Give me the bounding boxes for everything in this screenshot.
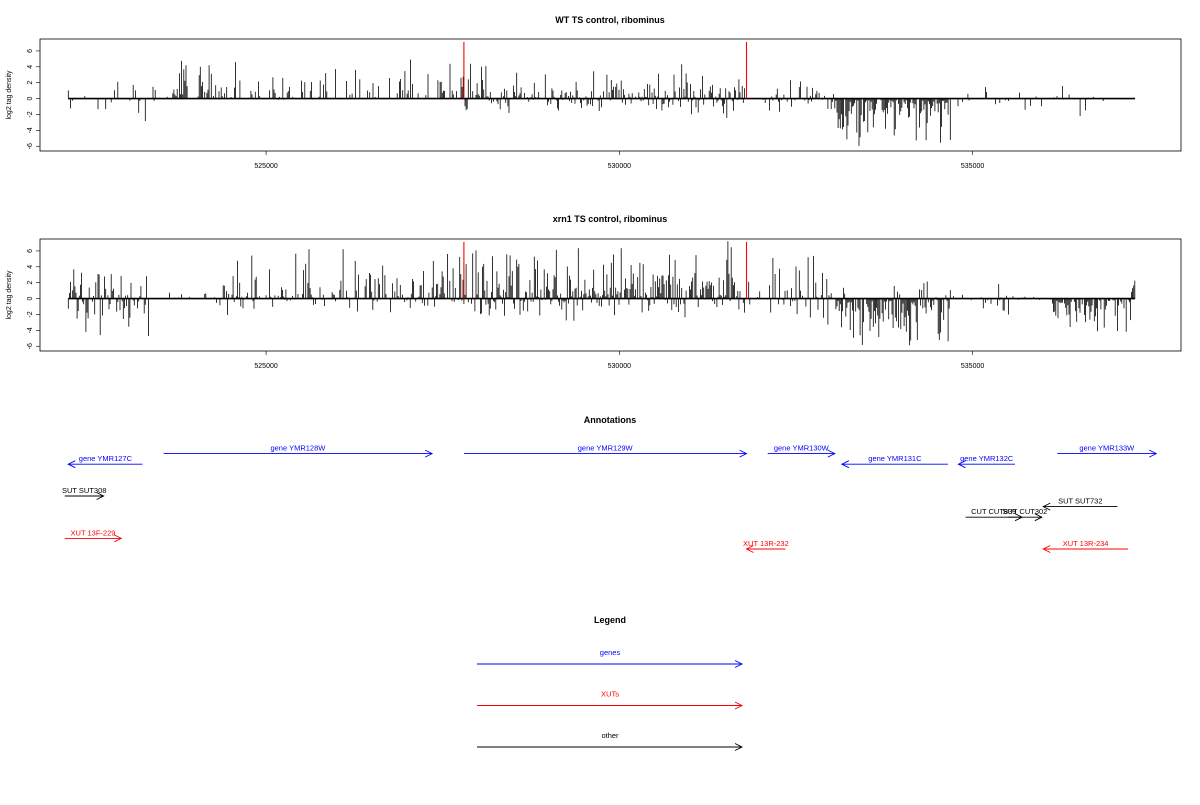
x-tick-label: 525000: [254, 363, 277, 370]
feature-label: gene YMR130W: [774, 444, 830, 453]
plot-frame: [39, 238, 1182, 352]
annotation-feature: gene YMR128W: [163, 444, 434, 458]
feature-label: gene YMR129W: [578, 444, 634, 453]
y-tick-label: -6: [27, 343, 34, 349]
y-tick-label: -4: [27, 127, 34, 133]
arrowhead: [96, 492, 105, 500]
legend-item: other: [477, 731, 744, 751]
plot-frame: [39, 38, 1182, 152]
legend-label: other: [601, 731, 619, 740]
plot-title: xrn1 TS control, ribominus: [553, 214, 668, 224]
annotation-feature: gene YMR131C: [840, 454, 948, 469]
y-tick-label: 4: [27, 265, 34, 269]
wt-coverage-plot: WT TS control, ribominus log2 tag densit…: [6, 15, 1182, 170]
y-axis-label: log2 tag density: [6, 70, 13, 120]
arrowhead: [739, 449, 748, 458]
y-tick-label: 0: [27, 297, 34, 301]
y-axis-label: log2 tag density: [6, 270, 13, 320]
coverage-bars: [67, 241, 1136, 346]
arrowhead: [734, 743, 744, 751]
feature-label: SUT SUT308: [62, 486, 106, 495]
y-tick-label: 0: [27, 97, 34, 101]
annotation-feature: XUT 13R-234: [1042, 539, 1129, 553]
x-tick-label: 535000: [961, 163, 984, 170]
annotation-feature: gene YMR132C: [957, 454, 1015, 469]
legend-item: genes: [477, 648, 744, 668]
feature-label: gene YMR133W: [1079, 444, 1135, 453]
legend-label: XUTs: [601, 690, 619, 699]
annotation-feature: SUT CUT302: [1002, 507, 1047, 522]
y-tick-label: -2: [27, 311, 34, 317]
arrowhead: [424, 449, 434, 458]
annotation-feature: XUT 13F-229: [64, 528, 123, 543]
annotations-title: Annotations: [584, 415, 637, 425]
annotation-feature: gene YMR130W: [767, 444, 836, 458]
arrowhead: [734, 660, 744, 668]
y-tick-label: -2: [27, 111, 34, 117]
arrowhead: [827, 449, 836, 458]
y-tick-label: 6: [27, 249, 34, 253]
arrowhead: [1042, 545, 1051, 553]
feature-label: XUT 13R-232: [743, 539, 789, 548]
arrowhead: [1034, 513, 1043, 522]
arrowhead: [957, 460, 966, 469]
y-tick-label: 4: [27, 65, 34, 69]
legend-items: genes XUTs other: [477, 648, 744, 751]
annotation-feature: gene YMR133W: [1057, 444, 1158, 458]
legend-title: Legend: [594, 615, 626, 625]
y-tick-label: -6: [27, 143, 34, 149]
arrowhead: [1149, 449, 1158, 458]
x-tick-label: 525000: [254, 163, 277, 170]
feature-label: gene YMR131C: [868, 454, 922, 463]
arrowhead: [745, 545, 754, 553]
x-tick-label: 530000: [608, 163, 631, 170]
plot-title: WT TS control, ribominus: [555, 15, 665, 25]
feature-label: CUT CUT839: [971, 507, 1016, 516]
feature-label: gene YMR127C: [79, 454, 133, 463]
feature-label: XUT 13F-229: [71, 528, 116, 537]
arrowhead: [840, 460, 850, 469]
arrowhead: [1042, 502, 1051, 511]
feature-label: XUT 13R-234: [1063, 539, 1109, 548]
annotation-feature: gene YMR129W: [463, 444, 748, 458]
x-tick-label: 535000: [961, 363, 984, 370]
annotation-feature: gene YMR127C: [67, 454, 143, 469]
y-tick-label: -4: [27, 327, 34, 333]
y-tick-label: 2: [27, 81, 34, 85]
axes: -6 -4 -2 0 2 4 6 525000 530000 535000: [27, 38, 1182, 170]
legend: Legend genes XUTs other: [477, 615, 744, 751]
y-tick-label: 2: [27, 281, 34, 285]
xrn1-coverage-plot: xrn1 TS control, ribominus log2 tag dens…: [6, 214, 1182, 370]
y-tick-label: 6: [27, 49, 34, 53]
annotation-items: gene YMR127C gene YMR128W gene YMR129W gene…: [62, 444, 1158, 553]
annotation-feature: SUT SUT732: [1042, 497, 1118, 511]
axes: -6 -4 -2 0 2 4 6 525000 530000 535000: [27, 238, 1182, 370]
feature-label: gene YMR128W: [270, 444, 326, 453]
arrowhead: [114, 534, 123, 543]
coverage-bars: [67, 59, 1125, 146]
feature-label: SUT CUT302: [1002, 507, 1047, 516]
legend-label: genes: [600, 648, 621, 657]
arrowhead: [67, 460, 76, 469]
feature-label: gene YMR132C: [960, 454, 1014, 463]
legend-item: XUTs: [477, 690, 744, 710]
annotation-feature: SUT SUT308: [62, 486, 106, 500]
arrowhead: [734, 701, 744, 710]
x-tick-label: 530000: [608, 363, 631, 370]
feature-label: SUT SUT732: [1058, 497, 1102, 506]
annotation-feature: XUT 13R-232: [743, 539, 789, 553]
